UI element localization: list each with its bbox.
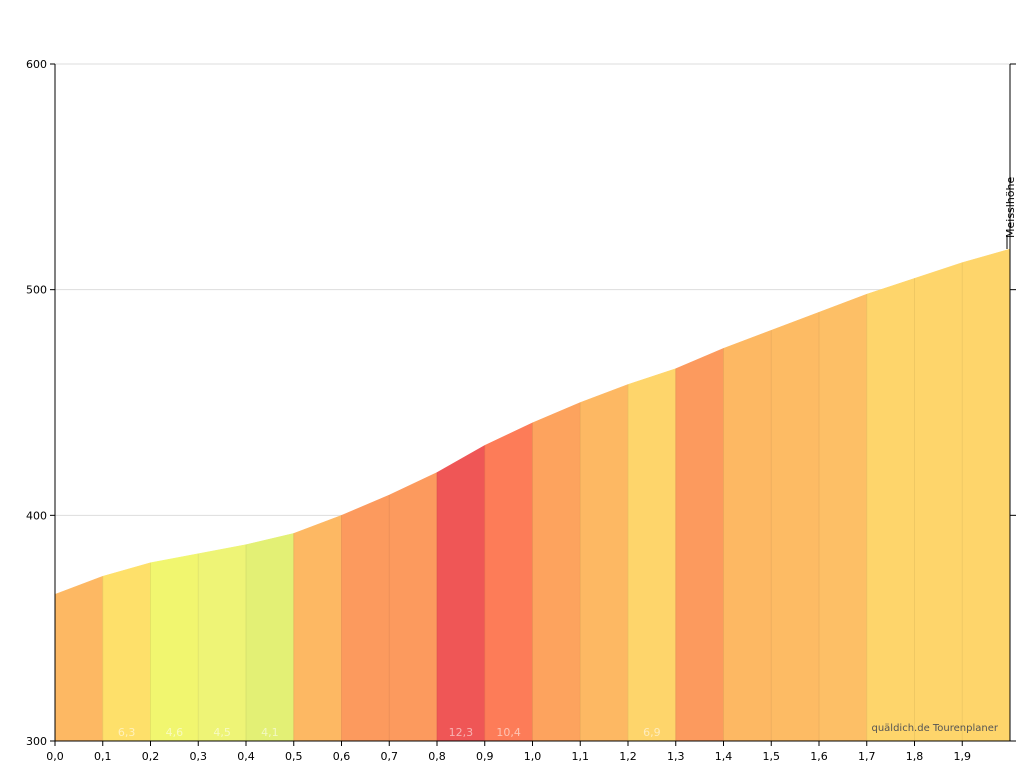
x-tick-label: 1,9 (954, 750, 972, 763)
summit-marker: Meisslhöhe (1004, 176, 1017, 250)
axes (54, 64, 1016, 742)
profile-segment (150, 553, 199, 742)
x-tick-label: 1,5 (763, 750, 781, 763)
gradient-label: 4,6 (166, 726, 184, 739)
x-tick-label: 1,8 (906, 750, 924, 763)
x-tick-label: 0,0 (46, 750, 64, 763)
profile-segment (771, 311, 820, 742)
profile-segment (54, 575, 103, 742)
x-tick-label: 0,9 (476, 750, 494, 763)
profile-segment (627, 368, 676, 742)
profile-segment (198, 544, 247, 742)
gradient-label: 10,4 (496, 726, 521, 739)
gradient-segments (54, 248, 1011, 742)
profile-segment (484, 422, 533, 742)
x-tick-label: 1,2 (619, 750, 637, 763)
gradient-label: 12,3 (449, 726, 474, 739)
profile-segment (580, 384, 629, 742)
profile-segment (102, 562, 151, 742)
profile-segment (532, 402, 581, 742)
x-tick-label: 0,6 (333, 750, 351, 763)
y-tick-label: 500 (26, 284, 47, 297)
x-tick-label: 0,3 (190, 750, 208, 763)
x-tick-label: 1,4 (715, 750, 733, 763)
y-tick-label: 600 (26, 58, 47, 71)
gradient-labels: 6,3 4,6 4,5 4,1 12,3 10,4 6,9 (118, 726, 661, 739)
profile-segment (914, 262, 963, 742)
gradient-label: 6,3 (118, 726, 136, 739)
x-tick-label: 1,6 (810, 750, 828, 763)
profile-segment (675, 347, 724, 742)
profile-segment (866, 278, 915, 742)
profile-segment (341, 494, 390, 742)
x-tick-label: 0,5 (285, 750, 303, 763)
y-tick-label: 400 (26, 509, 47, 522)
profile-segment (293, 514, 342, 742)
x-tick-label: 0,8 (428, 750, 446, 763)
y-axis-left-ticks: 300 400 500 600 (26, 58, 55, 748)
x-tick-label: 0,2 (142, 750, 160, 763)
x-tick-label: 0,4 (237, 750, 255, 763)
profile-segment (723, 329, 772, 742)
gradient-label: 4,1 (261, 726, 279, 739)
x-tick-label: 0,7 (381, 750, 399, 763)
credit-text: quäldich.de Tourenplaner (871, 723, 998, 734)
profile-segment (818, 293, 867, 742)
x-tick-label: 1,1 (572, 750, 590, 763)
profile-segment (389, 472, 438, 742)
x-axis-ticks: 0,0 0,1 0,2 0,3 0,4 0,5 0,6 0,7 0,8 0,9 1,0 1,1 1,2 1… (46, 741, 971, 763)
profile-segment (245, 533, 294, 742)
y-tick-label: 300 (26, 735, 47, 748)
y-axis-right-ticks (1010, 63, 1016, 742)
x-tick-label: 1,0 (524, 750, 542, 763)
x-tick-label: 0,1 (94, 750, 112, 763)
profile-segment (436, 444, 485, 742)
gradient-label: 4,5 (213, 726, 231, 739)
gradient-label: 6,9 (643, 726, 661, 739)
x-tick-label: 1,7 (858, 750, 876, 763)
summit-marker-label: Meisslhöhe (1004, 176, 1017, 238)
profile-segment (962, 248, 1011, 742)
x-tick-label: 1,3 (667, 750, 685, 763)
